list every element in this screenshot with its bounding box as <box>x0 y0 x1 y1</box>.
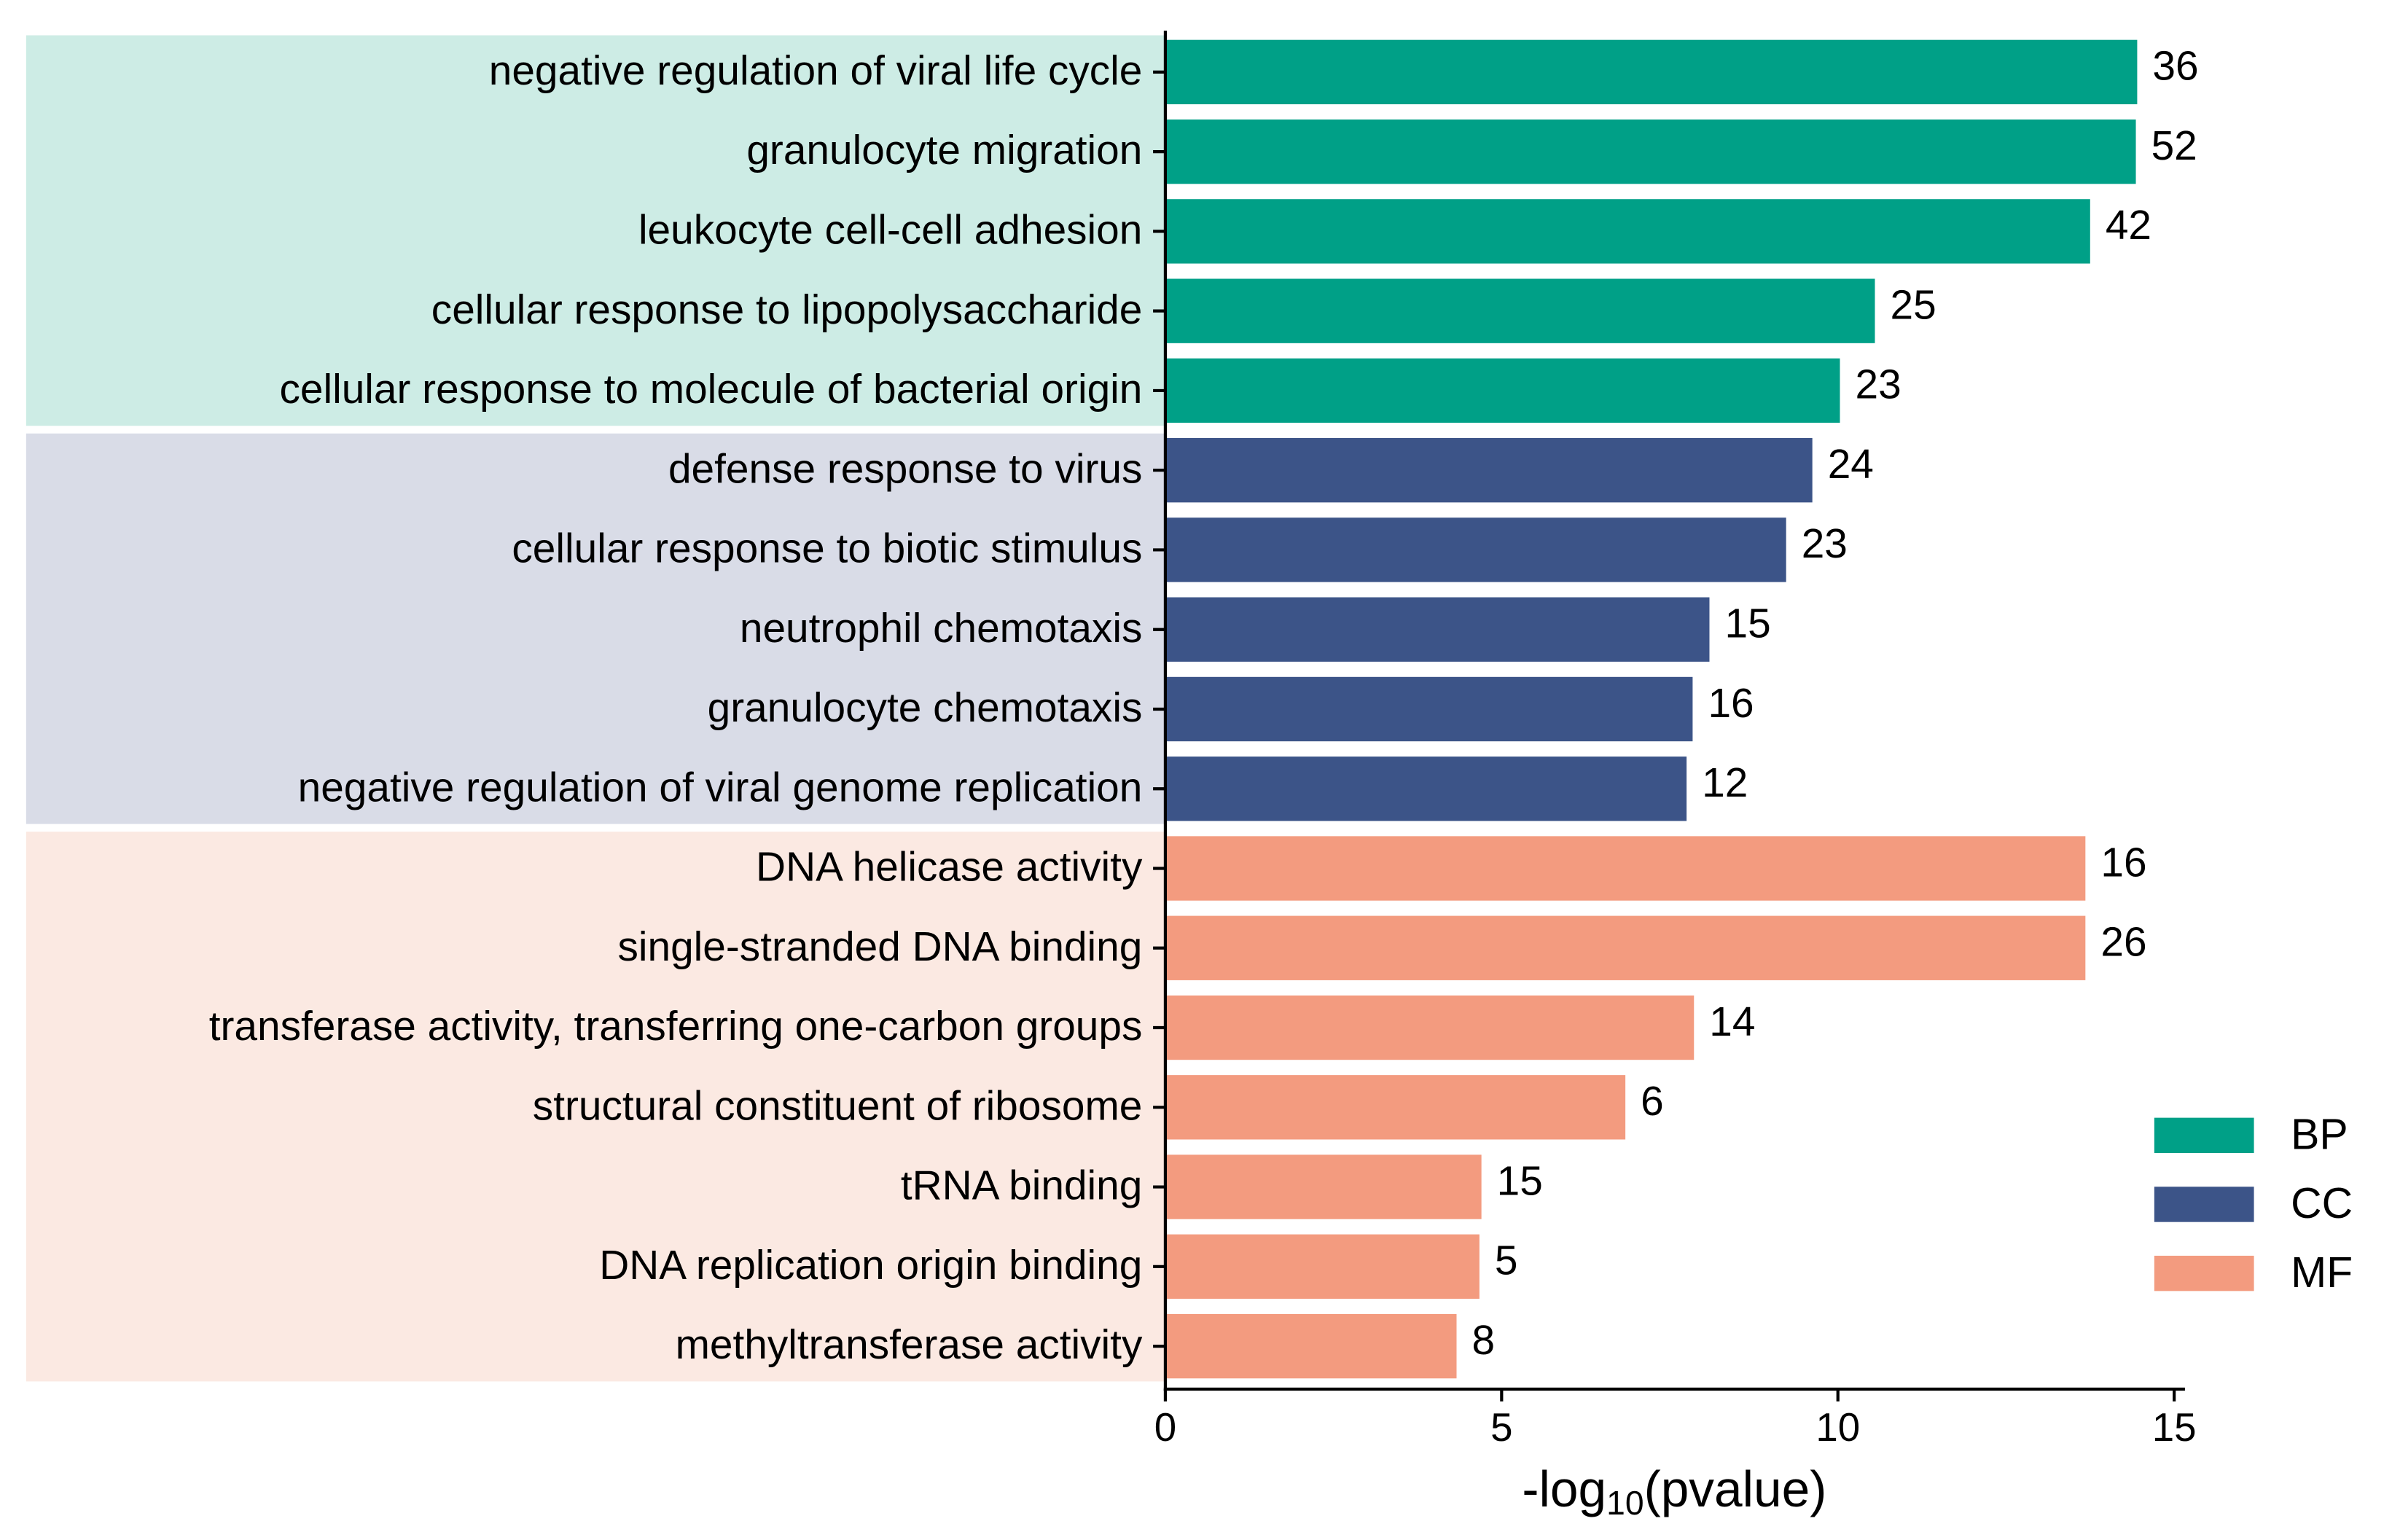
bar <box>1165 1075 1626 1140</box>
x-tick-label: 10 <box>1816 1404 1860 1450</box>
x-axis-label-subscript: 10 <box>1606 1484 1643 1522</box>
category-label: cellular response to biotic stimulus <box>512 526 1142 572</box>
group-background <box>26 832 1165 1382</box>
count-label: 23 <box>1856 362 1902 408</box>
category-label: granulocyte migration <box>746 128 1142 173</box>
count-label: 8 <box>1472 1318 1496 1364</box>
legend-label: BP <box>2291 1111 2348 1159</box>
count-label: 15 <box>1497 1158 1543 1204</box>
bar <box>1165 915 2086 980</box>
category-label: defense response to virus <box>668 446 1142 492</box>
x-tick-label: 0 <box>1154 1404 1176 1450</box>
count-label: 42 <box>2106 203 2151 249</box>
count-label: 14 <box>1709 999 1755 1045</box>
category-label: single-stranded DNA binding <box>617 924 1142 970</box>
legend-label: CC <box>2291 1180 2353 1227</box>
legend-swatch <box>2154 1117 2254 1154</box>
bar <box>1165 39 2138 105</box>
count-label: 6 <box>1641 1079 1664 1125</box>
bar <box>1165 199 2090 264</box>
legend-swatch <box>2154 1187 2254 1222</box>
group-background <box>26 35 1165 426</box>
bar <box>1165 278 1875 343</box>
count-label: 16 <box>1708 681 1754 727</box>
category-label: neutrophil chemotaxis <box>740 606 1143 652</box>
count-label: 52 <box>2151 123 2197 169</box>
category-label: structural constituent of ribosome <box>533 1083 1143 1129</box>
category-label: granulocyte chemotaxis <box>708 685 1143 731</box>
category-label: DNA replication origin binding <box>599 1243 1142 1289</box>
bar <box>1165 597 1710 662</box>
bars: negative regulation of viral life cycle 3… <box>209 39 2199 1379</box>
category-label: tRNA binding <box>901 1163 1143 1209</box>
bar <box>1165 1313 1457 1379</box>
bar <box>1165 995 1695 1060</box>
legend-swatch <box>2154 1255 2254 1291</box>
count-label: 16 <box>2100 840 2146 886</box>
category-label: methyltransferase activity <box>676 1322 1143 1368</box>
count-label: 25 <box>1891 282 1936 328</box>
group-background <box>26 433 1165 824</box>
bar <box>1165 757 1687 821</box>
count-label: 5 <box>1495 1238 1518 1284</box>
bar <box>1165 1154 1482 1219</box>
bar <box>1165 119 2136 184</box>
group-backgrounds <box>26 35 1165 1382</box>
x-axis-label-suffix: (pvalue) <box>1644 1461 1827 1517</box>
count-label: 15 <box>1725 601 1771 647</box>
bar <box>1165 438 1813 503</box>
category-label: transferase activity, transferring one-c… <box>209 1004 1143 1050</box>
count-label: 12 <box>1702 760 1748 806</box>
bar <box>1165 1234 1480 1299</box>
count-label: 26 <box>2100 920 2146 966</box>
category-label: leukocyte cell-cell adhesion <box>638 208 1142 254</box>
count-label: 23 <box>1802 521 1848 567</box>
x-axis-label: -log10(pvalue) <box>1522 1461 1826 1522</box>
count-label: 24 <box>1828 442 1874 488</box>
count-label: 36 <box>2152 44 2198 90</box>
category-label: negative regulation of viral life cycle <box>489 48 1143 94</box>
axes: 0 5 10 15 <box>1153 31 2197 1450</box>
x-tick-label: 5 <box>1490 1404 1512 1450</box>
category-label: cellular response to lipopolysaccharide <box>431 287 1143 333</box>
bar <box>1165 836 2086 901</box>
x-axis-label-prefix: -log <box>1522 1461 1606 1517</box>
category-label: DNA helicase activity <box>756 845 1143 891</box>
bar <box>1165 358 1840 423</box>
legend-label: MF <box>2291 1249 2353 1297</box>
category-label: cellular response to molecule of bacteri… <box>279 367 1142 413</box>
category-label: negative regulation of viral genome repl… <box>298 765 1143 810</box>
bar <box>1165 676 1693 742</box>
bar <box>1165 517 1786 582</box>
x-tick-label: 15 <box>2152 1404 2197 1450</box>
